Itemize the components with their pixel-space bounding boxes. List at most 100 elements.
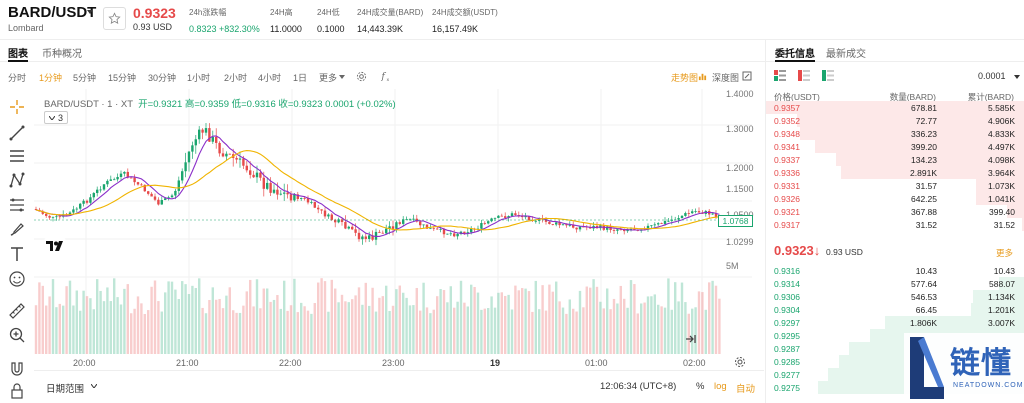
- order-book: 委托信息 最新成交 0.0001 价格(USDT) 数量(BARD) 累计(BA…: [765, 40, 1024, 403]
- bids-only-icon[interactable]: [822, 70, 834, 81]
- ask-row[interactable]: 0.9336 2.891K 3.964K: [766, 166, 1024, 179]
- candle-body: [140, 184, 143, 186]
- ma-fast-line: [35, 135, 720, 237]
- depth-bar: [1022, 218, 1024, 231]
- x-axis-label: 20:00: [73, 358, 96, 368]
- chevron-down-icon[interactable]: [1014, 75, 1020, 79]
- candle-body: [374, 231, 378, 240]
- ask-row[interactable]: 0.9348 336.23 4.833K: [766, 127, 1024, 140]
- ask-row[interactable]: 0.9341 399.20 4.497K: [766, 140, 1024, 153]
- bid-row[interactable]: 0.9306 546.53 1.134K: [766, 290, 1024, 303]
- log-scale-button[interactable]: log: [714, 381, 727, 392]
- volume-bar: [126, 284, 129, 354]
- depth-bar: [797, 114, 1024, 127]
- bid-row[interactable]: 0.9314 577.64 588.07: [766, 277, 1024, 290]
- chevron-down-icon[interactable]: [339, 75, 345, 79]
- pair-subtitle: Lombard: [8, 23, 44, 33]
- volume-bar: [368, 305, 371, 354]
- trend-line-icon[interactable]: [8, 124, 26, 142]
- header-amount: 数量(BARD): [889, 92, 936, 102]
- bid-row[interactable]: 0.9316 10.43 10.43: [766, 264, 1024, 277]
- volume-bar: [629, 280, 633, 354]
- brush-icon[interactable]: [8, 220, 26, 238]
- volume-bar: [388, 310, 391, 354]
- percent-scale-button[interactable]: %: [696, 381, 705, 392]
- emoji-icon[interactable]: [8, 270, 26, 288]
- more-link[interactable]: 更多: [996, 248, 1014, 258]
- volume-bar: [51, 279, 55, 354]
- ask-row[interactable]: 0.9321 367.88 399.40: [766, 205, 1024, 218]
- candle-body: [119, 173, 123, 177]
- interval-option[interactable]: 30分钟: [148, 73, 177, 83]
- lock-icon[interactable]: [8, 382, 26, 400]
- candle-body: [347, 226, 350, 229]
- candle-body: [436, 228, 439, 230]
- volume-bar: [378, 297, 381, 354]
- ask-row[interactable]: 0.9331 31.57 1.073K: [766, 179, 1024, 192]
- volume-bar: [184, 284, 187, 354]
- row-amount: 336.23: [911, 129, 937, 139]
- stat-value: 0.1000: [317, 24, 345, 34]
- bid-row[interactable]: 0.9304 66.45 1.201K: [766, 303, 1024, 316]
- candle-body: [534, 220, 537, 222]
- tab-order-book[interactable]: 委托信息: [775, 49, 815, 60]
- ask-row[interactable]: 0.9326 642.25 1.041K: [766, 192, 1024, 205]
- volume-bar: [473, 286, 476, 354]
- crosshair-icon[interactable]: [8, 98, 26, 116]
- chart-settings-icon[interactable]: [734, 356, 746, 368]
- goto-realtime-icon[interactable]: [683, 332, 697, 346]
- text-icon[interactable]: [8, 245, 26, 263]
- candle-body: [177, 180, 180, 191]
- row-total: 1.041K: [988, 194, 1015, 204]
- tick-size-select[interactable]: 0.0001: [978, 71, 1006, 81]
- trend-chart-button[interactable]: 走势图: [671, 73, 699, 83]
- chart-clock[interactable]: 12:06:34 (UTC+8): [600, 381, 677, 392]
- ask-row[interactable]: 0.9357 678.81 5.585K: [766, 101, 1024, 114]
- interval-option[interactable]: 1小时: [187, 73, 211, 83]
- both-sides-icon[interactable]: [774, 70, 786, 81]
- magnet-icon[interactable]: [8, 360, 26, 378]
- zoom-in-icon[interactable]: [8, 326, 26, 344]
- fullscreen-icon[interactable]: [742, 71, 752, 81]
- row-price: 0.9331: [774, 181, 800, 191]
- ask-row[interactable]: 0.9352 72.77 4.906K: [766, 114, 1024, 127]
- interval-option[interactable]: 2小时: [224, 73, 248, 83]
- candlestick-chart[interactable]: [34, 89, 752, 389]
- asks-only-icon[interactable]: [798, 70, 810, 81]
- candle-body: [255, 172, 259, 178]
- candle-body: [245, 165, 248, 171]
- interval-option[interactable]: 15分钟: [108, 73, 137, 83]
- pair-title[interactable]: BARD/USDT: [8, 4, 97, 21]
- depth-chart-button[interactable]: 深度图: [712, 73, 740, 83]
- interval-option[interactable]: 更多: [319, 73, 338, 83]
- chevron-down-icon[interactable]: [91, 384, 97, 388]
- fib-icon[interactable]: [8, 196, 26, 214]
- date-range-button[interactable]: 日期范围: [46, 384, 85, 395]
- row-total: 399.40: [989, 207, 1015, 217]
- interval-option[interactable]: 4小时: [258, 73, 282, 83]
- interval-option[interactable]: 分时: [8, 73, 27, 83]
- tab-chart[interactable]: 图表: [8, 49, 28, 60]
- tab-recent-trades[interactable]: 最新成交: [826, 49, 866, 60]
- volume-bar: [371, 287, 374, 354]
- node-pattern-icon[interactable]: [8, 171, 26, 189]
- ask-row[interactable]: 0.9317 31.52 31.52: [766, 218, 1024, 231]
- candle-body: [266, 182, 269, 189]
- auto-scale-button[interactable]: 自动: [736, 384, 756, 395]
- bid-row[interactable]: 0.9297 1.806K 3.007K: [766, 316, 1024, 329]
- settings-icon[interactable]: [356, 71, 367, 82]
- horizontal-lines-icon[interactable]: [8, 147, 26, 165]
- chevron-down-icon[interactable]: [87, 10, 93, 14]
- candle-body: [313, 202, 316, 208]
- ask-row[interactable]: 0.9337 134.23 4.098K: [766, 153, 1024, 166]
- interval-option[interactable]: 1日: [293, 73, 308, 83]
- indicator-collapse-button[interactable]: 3: [44, 111, 68, 124]
- ruler-icon[interactable]: [8, 302, 26, 320]
- volume-bar: [123, 288, 126, 354]
- row-total: 1.201K: [988, 305, 1015, 315]
- interval-option[interactable]: 1分钟: [39, 73, 63, 83]
- favorite-button[interactable]: [103, 7, 126, 30]
- interval-option[interactable]: 5分钟: [73, 73, 97, 83]
- tab-coin-overview[interactable]: 币种概况: [42, 49, 82, 60]
